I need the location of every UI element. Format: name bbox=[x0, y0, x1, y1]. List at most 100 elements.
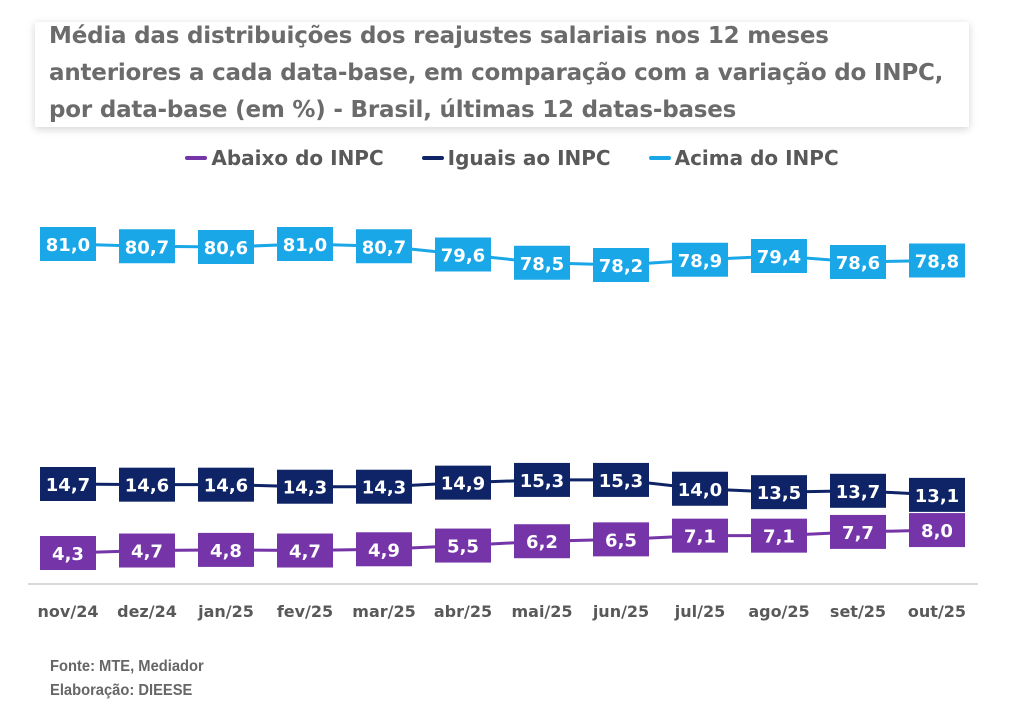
data-label: 13,1 bbox=[915, 486, 959, 507]
data-label: 14,6 bbox=[204, 476, 248, 497]
x-tick-labels: nov/24 dez/24 jan/25 fev/25 mar/25 abr/25 mai/… bbox=[38, 602, 967, 621]
data-point-marker bbox=[514, 245, 570, 280]
data-point-marker bbox=[119, 533, 175, 568]
title-box: Média das distribuições dos reajustes sa… bbox=[35, 22, 969, 127]
x-tick-label: mai/25 bbox=[511, 602, 572, 621]
data-point-marker bbox=[40, 536, 96, 570]
data-label: 14,7 bbox=[46, 475, 90, 496]
data-point-marker bbox=[277, 469, 333, 504]
data-point-marker bbox=[672, 518, 728, 553]
data-point-marker bbox=[119, 467, 175, 502]
data-label: 5,5 bbox=[447, 537, 479, 558]
data-point-marker bbox=[909, 243, 965, 278]
data-label: 79,4 bbox=[757, 247, 801, 268]
data-point-marker bbox=[830, 245, 886, 279]
data-label: 80,7 bbox=[362, 237, 406, 258]
legend-swatch-acima bbox=[648, 156, 671, 160]
legend-label-abaixo: Abaixo do INPC bbox=[211, 146, 384, 170]
data-point-marker bbox=[909, 513, 965, 548]
x-tick-label: mar/25 bbox=[352, 602, 415, 621]
data-point-marker bbox=[514, 524, 570, 559]
data-point-marker bbox=[514, 462, 570, 497]
data-label: 4,7 bbox=[289, 542, 321, 563]
data-point-marker bbox=[435, 528, 491, 563]
x-tick-label: out/25 bbox=[908, 602, 966, 621]
data-label: 8,0 bbox=[921, 521, 953, 542]
data-point-marker bbox=[198, 230, 254, 264]
x-tick-label: set/25 bbox=[830, 602, 886, 621]
x-tick-label: fev/25 bbox=[277, 602, 333, 621]
data-label: 14,3 bbox=[362, 478, 406, 499]
data-point-marker bbox=[672, 242, 728, 277]
data-label: 78,8 bbox=[915, 252, 959, 273]
data-point-marker bbox=[40, 227, 96, 261]
data-point-marker bbox=[830, 514, 886, 549]
data-point-marker bbox=[751, 475, 807, 510]
x-tick-label: abr/25 bbox=[434, 602, 492, 621]
data-point-marker bbox=[119, 229, 175, 264]
data-label: 78,6 bbox=[836, 253, 880, 274]
data-label: 78,9 bbox=[678, 251, 722, 272]
data-label: 13,7 bbox=[836, 482, 880, 503]
data-label: 78,2 bbox=[599, 256, 643, 277]
chart-title: Média das distribuições dos reajustes sa… bbox=[49, 23, 944, 123]
data-label: 4,8 bbox=[210, 541, 242, 562]
x-tick-label: ago/25 bbox=[748, 602, 809, 621]
data-label: 4,9 bbox=[368, 540, 400, 561]
data-label: 4,7 bbox=[131, 542, 163, 563]
data-point-marker bbox=[672, 471, 728, 506]
data-point-marker bbox=[40, 467, 96, 501]
data-label: 78,5 bbox=[520, 254, 564, 275]
data-label: 7,7 bbox=[842, 523, 874, 544]
legend-label-iguais: Iguais ao INPC bbox=[447, 146, 611, 170]
series-2: 81,0 80,7 80,6 81,0 80,7 79,6 78,5 78,2 78,9 79,4… bbox=[40, 227, 965, 282]
legend-swatch-iguais bbox=[421, 156, 444, 160]
legend-swatch-abaixo bbox=[185, 156, 208, 160]
data-label: 13,5 bbox=[757, 483, 801, 504]
source-note: Fonte: MTE, Mediador bbox=[50, 658, 204, 675]
data-point-marker bbox=[277, 227, 333, 261]
data-label: 15,3 bbox=[599, 471, 643, 492]
legend-item-abaixo: Abaixo do INPC bbox=[185, 146, 384, 170]
data-label: 81,0 bbox=[46, 235, 90, 256]
data-point-marker bbox=[830, 473, 886, 508]
x-tick-label: jun/25 bbox=[592, 602, 649, 621]
data-label: 80,6 bbox=[204, 238, 248, 259]
legend-item-iguais: Iguais ao INPC bbox=[421, 146, 611, 170]
data-point-marker bbox=[198, 532, 254, 567]
data-label: 6,5 bbox=[605, 530, 637, 551]
data-point-marker bbox=[356, 229, 412, 264]
series-0: 4,3 4,7 4,8 4,7 4,9 5,5 6,2 6,5 7,1 7,1 7,7 8,0 bbox=[40, 513, 965, 570]
data-label: 14,9 bbox=[441, 474, 485, 495]
data-point-marker bbox=[593, 462, 649, 497]
data-point-marker bbox=[277, 533, 333, 568]
credit-note: Elaboração: DIEESE bbox=[50, 682, 193, 699]
data-point-marker bbox=[593, 248, 649, 282]
x-tick-label: dez/24 bbox=[117, 602, 177, 621]
data-point-marker bbox=[751, 239, 807, 273]
data-label: 14,0 bbox=[678, 480, 722, 501]
data-label: 4,3 bbox=[52, 544, 84, 565]
legend-label-acima: Acima do INPC bbox=[674, 146, 839, 170]
x-tick-label: jan/25 bbox=[197, 602, 254, 621]
data-label: 79,6 bbox=[441, 246, 485, 267]
data-label: 7,1 bbox=[763, 527, 795, 548]
data-label: 14,3 bbox=[283, 478, 327, 499]
data-point-marker bbox=[435, 465, 491, 500]
data-label: 14,6 bbox=[125, 476, 169, 497]
data-label: 15,3 bbox=[520, 471, 564, 492]
data-label: 6,2 bbox=[526, 532, 558, 553]
data-label: 81,0 bbox=[283, 235, 327, 256]
data-point-marker bbox=[751, 518, 807, 553]
data-point-marker bbox=[435, 237, 491, 272]
x-tick-label: nov/24 bbox=[38, 602, 99, 621]
data-point-marker bbox=[198, 467, 254, 502]
series-1: 14,7 14,6 14,6 14,3 14,3 14,9 15,3 15,3 14,0 13,5… bbox=[40, 462, 965, 512]
data-point-marker bbox=[356, 469, 412, 504]
data-label: 7,1 bbox=[684, 527, 716, 548]
series-layer: 4,3 4,7 4,8 4,7 4,9 5,5 6,2 6,5 7,1 7,1 7,7 8,0 14,7… bbox=[40, 227, 965, 570]
data-point-marker bbox=[356, 532, 412, 567]
data-point-marker bbox=[593, 522, 649, 557]
legend-item-acima: Acima do INPC bbox=[648, 146, 839, 170]
